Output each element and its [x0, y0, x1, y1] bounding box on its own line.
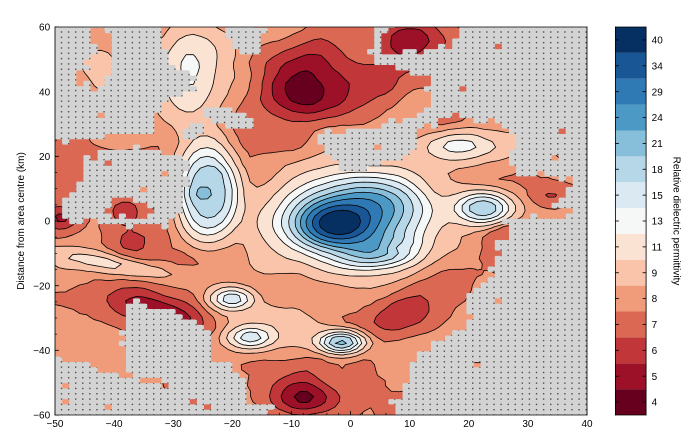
svg-text:4: 4 [652, 398, 658, 409]
svg-text:−20: −20 [33, 281, 50, 292]
svg-text:40: 40 [39, 87, 51, 98]
svg-text:7: 7 [652, 320, 658, 331]
svg-text:11: 11 [652, 242, 663, 253]
svg-text:0: 0 [348, 419, 354, 430]
svg-text:0: 0 [45, 217, 51, 228]
svg-text:24: 24 [652, 113, 664, 124]
svg-text:−30: −30 [165, 419, 182, 430]
svg-text:5: 5 [652, 372, 658, 383]
svg-text:6: 6 [652, 346, 658, 357]
svg-text:20: 20 [463, 419, 475, 430]
svg-text:−20: −20 [224, 419, 241, 430]
svg-text:30: 30 [522, 419, 534, 430]
svg-text:8: 8 [652, 294, 658, 305]
svg-text:−40: −40 [33, 346, 50, 357]
svg-text:−50: −50 [47, 419, 64, 430]
svg-text:34: 34 [652, 61, 664, 72]
svg-text:18: 18 [652, 165, 664, 176]
svg-text:10: 10 [404, 419, 416, 430]
svg-text:13: 13 [652, 217, 664, 228]
svg-text:−60: −60 [33, 411, 50, 422]
svg-text:40: 40 [652, 36, 664, 47]
svg-text:15: 15 [652, 191, 664, 202]
svg-text:40: 40 [581, 419, 593, 430]
svg-text:60: 60 [39, 23, 51, 34]
svg-text:29: 29 [652, 87, 664, 98]
svg-text:21: 21 [652, 139, 664, 150]
svg-text:20: 20 [39, 152, 51, 163]
svg-text:−40: −40 [106, 419, 123, 430]
svg-text:9: 9 [652, 268, 658, 279]
svg-text:Relative dielectric permittivi: Relative dielectric permittivity [671, 157, 682, 286]
svg-text:−10: −10 [283, 419, 300, 430]
svg-text:Distance from area centre (km): Distance from area centre (km) [16, 152, 27, 290]
